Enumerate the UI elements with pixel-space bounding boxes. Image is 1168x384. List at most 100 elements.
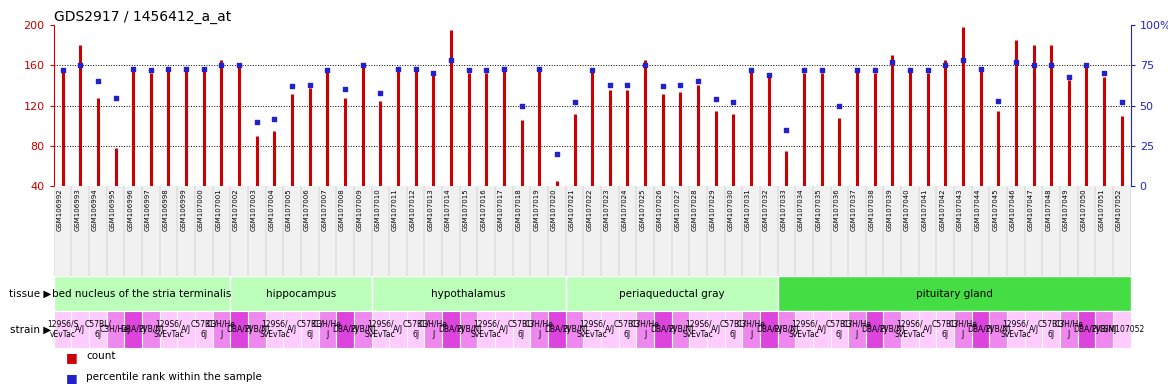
- Text: tissue ▶: tissue ▶: [9, 289, 51, 299]
- Text: C3H/He
J: C3H/He J: [737, 319, 765, 339]
- Text: GSM107042: GSM107042: [939, 188, 945, 230]
- Text: FVB/NJ: FVB/NJ: [1091, 325, 1117, 334]
- Bar: [602, 311, 619, 348]
- Bar: [106, 186, 124, 276]
- Bar: [283, 186, 301, 276]
- Text: GSM107007: GSM107007: [321, 188, 327, 231]
- Text: DBA/2J: DBA/2J: [544, 325, 570, 334]
- Bar: [54, 186, 71, 276]
- Point: [477, 67, 495, 73]
- Text: FVB/NJ: FVB/NJ: [668, 325, 693, 334]
- Bar: [124, 311, 142, 348]
- Text: GSM107043: GSM107043: [957, 188, 962, 231]
- Text: FVB/NJ: FVB/NJ: [986, 325, 1011, 334]
- Bar: [830, 311, 848, 348]
- Bar: [530, 311, 548, 348]
- Text: GSM107004: GSM107004: [269, 188, 274, 231]
- Point: [1112, 99, 1131, 106]
- Point: [742, 67, 760, 73]
- Text: periaqueductal gray: periaqueductal gray: [619, 289, 724, 299]
- Bar: [583, 186, 602, 276]
- Bar: [689, 186, 707, 276]
- Bar: [637, 186, 654, 276]
- Text: DBA/2J: DBA/2J: [756, 325, 781, 334]
- Text: GSM107011: GSM107011: [392, 188, 398, 231]
- Text: C57BL/
6J: C57BL/ 6J: [402, 319, 429, 339]
- Text: count: count: [86, 351, 116, 361]
- Point: [141, 67, 160, 73]
- Bar: [619, 186, 637, 276]
- Text: GSM106997: GSM106997: [145, 188, 151, 231]
- Text: C57BL/
6J: C57BL/ 6J: [932, 319, 959, 339]
- Bar: [654, 311, 672, 348]
- Point: [777, 127, 795, 133]
- Bar: [760, 311, 778, 348]
- Point: [230, 62, 249, 68]
- Text: DBA/2J: DBA/2J: [332, 325, 357, 334]
- Point: [830, 103, 849, 109]
- Point: [635, 62, 654, 68]
- Bar: [230, 311, 248, 348]
- Text: GSM107039: GSM107039: [887, 188, 892, 231]
- Point: [371, 89, 390, 96]
- Bar: [1113, 311, 1131, 348]
- Point: [1024, 62, 1043, 68]
- Point: [794, 67, 813, 73]
- Text: C3H/He
J: C3H/He J: [419, 319, 447, 339]
- Point: [71, 62, 90, 68]
- Bar: [742, 186, 760, 276]
- Text: DBA/2J: DBA/2J: [438, 325, 464, 334]
- Point: [1007, 59, 1026, 65]
- Text: C57BL/
6J: C57BL/ 6J: [1037, 319, 1065, 339]
- Text: GSM107008: GSM107008: [339, 188, 345, 231]
- Bar: [602, 186, 619, 276]
- Text: GSM107033: GSM107033: [780, 188, 786, 231]
- Bar: [548, 186, 565, 276]
- Bar: [637, 311, 654, 348]
- Point: [848, 67, 867, 73]
- Text: FVB/NJ: FVB/NJ: [773, 325, 799, 334]
- Bar: [795, 186, 813, 276]
- Text: GSM107050: GSM107050: [1080, 188, 1086, 231]
- Bar: [265, 311, 283, 348]
- Bar: [724, 186, 742, 276]
- Text: GSM107021: GSM107021: [569, 188, 575, 231]
- Text: GSM107000: GSM107000: [197, 188, 203, 231]
- Bar: [1113, 186, 1131, 276]
- Bar: [1024, 311, 1042, 348]
- Bar: [672, 186, 689, 276]
- Text: GSM107014: GSM107014: [445, 188, 451, 231]
- Bar: [1042, 311, 1061, 348]
- Point: [989, 98, 1008, 104]
- Text: GSM106996: GSM106996: [127, 188, 133, 231]
- Text: GSM107020: GSM107020: [551, 188, 557, 231]
- Text: A/J: A/J: [816, 325, 827, 334]
- Text: GSM107041: GSM107041: [922, 188, 927, 231]
- Point: [1094, 70, 1113, 76]
- Bar: [371, 276, 565, 311]
- Bar: [230, 186, 248, 276]
- Bar: [848, 311, 865, 348]
- Text: percentile rank within the sample: percentile rank within the sample: [86, 372, 263, 382]
- Bar: [1061, 311, 1078, 348]
- Point: [335, 86, 354, 93]
- Bar: [724, 311, 742, 348]
- Point: [548, 151, 566, 157]
- Point: [513, 103, 531, 109]
- Point: [283, 83, 301, 89]
- Bar: [54, 311, 71, 348]
- Bar: [954, 186, 972, 276]
- Text: FVB/NJ: FVB/NJ: [456, 325, 481, 334]
- Text: DBA/2J: DBA/2J: [649, 325, 676, 334]
- Bar: [478, 311, 495, 348]
- Bar: [178, 186, 195, 276]
- Text: C3H/He
J: C3H/He J: [207, 319, 236, 339]
- Bar: [707, 186, 724, 276]
- Bar: [354, 311, 371, 348]
- Bar: [89, 186, 106, 276]
- Text: C3H/He
J: C3H/He J: [948, 319, 978, 339]
- Text: GSM107015: GSM107015: [463, 188, 468, 231]
- Bar: [654, 186, 672, 276]
- Text: 129S6/
SvEvTac: 129S6/ SvEvTac: [471, 319, 501, 339]
- Text: GSM107046: GSM107046: [1010, 188, 1016, 231]
